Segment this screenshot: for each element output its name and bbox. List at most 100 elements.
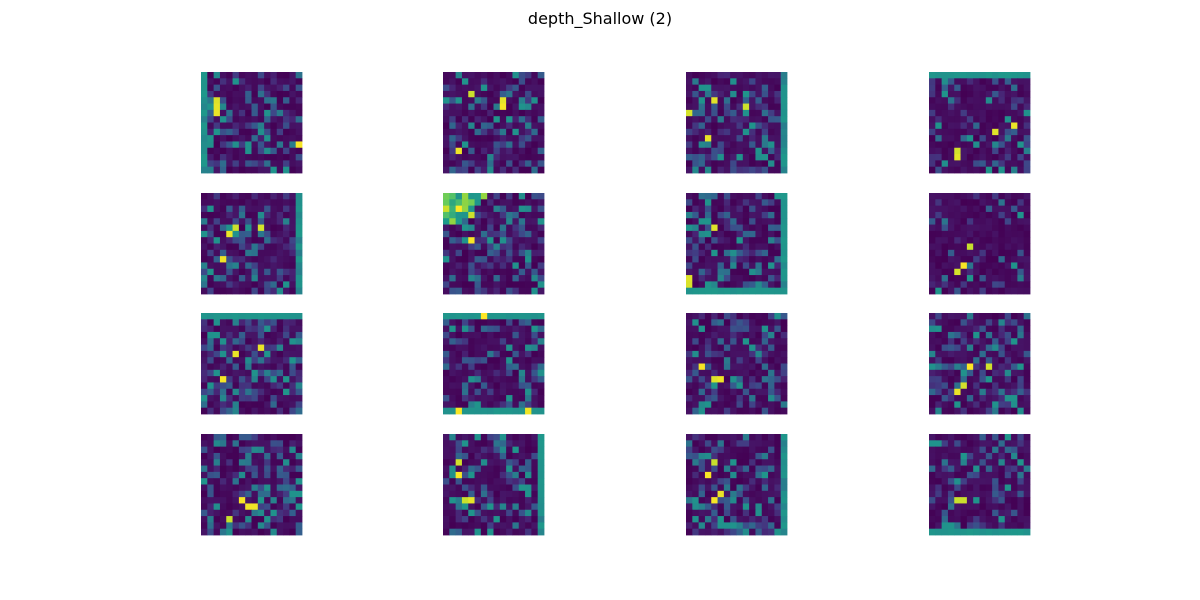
heatmap-cell bbox=[1023, 72, 1031, 79]
heatmap-cell bbox=[443, 237, 450, 244]
heatmap-cell bbox=[998, 237, 1006, 244]
heatmap-cell bbox=[979, 154, 987, 161]
heatmap-cell bbox=[704, 331, 712, 339]
heatmap-cell bbox=[525, 249, 532, 257]
heatmap-cell bbox=[487, 275, 494, 282]
heatmap-cell bbox=[686, 363, 693, 371]
heatmap-cell bbox=[289, 313, 297, 320]
heatmap-cell bbox=[761, 128, 769, 136]
heatmap-cell bbox=[929, 471, 936, 479]
heatmap-cell bbox=[207, 166, 215, 174]
heatmap-cell bbox=[251, 90, 259, 98]
heatmap-cell bbox=[686, 522, 693, 530]
heatmap-cell bbox=[1017, 103, 1025, 111]
heatmap-cell bbox=[257, 109, 265, 117]
heatmap-cell bbox=[774, 484, 782, 492]
heatmap-cell bbox=[449, 205, 457, 213]
heatmap-cell bbox=[686, 243, 693, 251]
heatmap-cell bbox=[201, 369, 208, 377]
heatmap-cell bbox=[270, 160, 278, 168]
heatmap-cell bbox=[289, 497, 297, 504]
heatmap-cell bbox=[264, 478, 271, 485]
heatmap-cell bbox=[232, 90, 240, 98]
heatmap-cell bbox=[1011, 471, 1018, 479]
heatmap-cell bbox=[506, 363, 513, 371]
heatmap-cell bbox=[487, 407, 494, 415]
heatmap-cell bbox=[774, 388, 782, 396]
heatmap-cell bbox=[1004, 331, 1012, 339]
heatmap-cell bbox=[755, 452, 763, 460]
heatmap-cell bbox=[935, 141, 943, 149]
heatmap-cell bbox=[201, 281, 208, 289]
heatmap-cell bbox=[774, 205, 782, 213]
heatmap-cell bbox=[1017, 72, 1025, 79]
heatmap-cell bbox=[443, 338, 450, 345]
heatmap-cell bbox=[531, 509, 539, 517]
heatmap-cell bbox=[449, 224, 457, 232]
heatmap-cell bbox=[692, 471, 700, 479]
heatmap-cell bbox=[531, 84, 539, 92]
heatmap-cell bbox=[461, 256, 469, 263]
heatmap-cell bbox=[461, 147, 469, 155]
heatmap-cell bbox=[1011, 224, 1018, 232]
heatmap-cell bbox=[992, 154, 999, 161]
heatmap-cell bbox=[935, 522, 943, 530]
heatmap-cell bbox=[443, 319, 450, 327]
heatmap-cell bbox=[755, 90, 763, 98]
heatmap-cell bbox=[499, 268, 507, 276]
heatmap-cell bbox=[1017, 503, 1025, 511]
heatmap-cell bbox=[276, 446, 284, 454]
heatmap-cell bbox=[723, 154, 731, 161]
heatmap-cell bbox=[960, 376, 968, 383]
heatmap-cell bbox=[723, 193, 731, 200]
heatmap-cell bbox=[935, 357, 943, 364]
heatmap-cell bbox=[245, 243, 252, 251]
heatmap-cell bbox=[207, 116, 215, 123]
heatmap-cell bbox=[755, 363, 763, 371]
heatmap-cell bbox=[238, 287, 246, 295]
heatmap-cell bbox=[723, 509, 731, 517]
heatmap-cell bbox=[245, 350, 252, 358]
heatmap-cell bbox=[468, 84, 475, 92]
heatmap-cell bbox=[493, 357, 501, 364]
feature-map-16 bbox=[929, 434, 1031, 536]
heatmap-cell bbox=[518, 72, 526, 79]
heatmap-cell bbox=[232, 205, 240, 213]
heatmap-cell bbox=[264, 388, 271, 396]
heatmap-cell bbox=[213, 516, 221, 523]
heatmap-cell bbox=[537, 395, 545, 402]
heatmap-cell bbox=[686, 262, 693, 270]
heatmap-cell bbox=[207, 211, 215, 219]
heatmap-cell bbox=[1023, 338, 1031, 345]
heatmap-cell bbox=[954, 199, 961, 207]
heatmap-cell bbox=[692, 109, 700, 117]
heatmap-cell bbox=[947, 72, 955, 79]
heatmap-cell bbox=[468, 503, 475, 511]
heatmap-cell bbox=[506, 440, 513, 448]
heatmap-cell bbox=[1004, 122, 1012, 130]
heatmap-cell bbox=[730, 434, 737, 441]
heatmap-cell bbox=[289, 528, 297, 536]
heatmap-cell bbox=[455, 325, 463, 333]
heatmap-cell bbox=[1011, 516, 1018, 523]
heatmap-cell bbox=[512, 72, 520, 79]
heatmap-cell bbox=[1023, 230, 1031, 238]
heatmap-cell bbox=[226, 268, 233, 276]
heatmap-cell bbox=[749, 490, 756, 498]
heatmap-cell bbox=[736, 275, 744, 282]
heatmap-cell bbox=[499, 135, 507, 142]
heatmap-cell bbox=[736, 497, 744, 504]
heatmap-cell bbox=[213, 522, 221, 530]
heatmap-cell bbox=[461, 363, 469, 371]
heatmap-cell bbox=[755, 237, 763, 244]
heatmap-cell bbox=[213, 211, 221, 219]
heatmap-cell bbox=[768, 363, 775, 371]
heatmap-cell bbox=[257, 154, 265, 161]
heatmap-cell bbox=[1011, 116, 1018, 123]
heatmap-cell bbox=[295, 509, 303, 517]
heatmap-cell bbox=[929, 268, 936, 276]
heatmap-cell bbox=[213, 446, 221, 454]
heatmap-cell bbox=[935, 116, 943, 123]
heatmap-cell bbox=[774, 193, 782, 200]
heatmap-cell bbox=[525, 313, 532, 320]
